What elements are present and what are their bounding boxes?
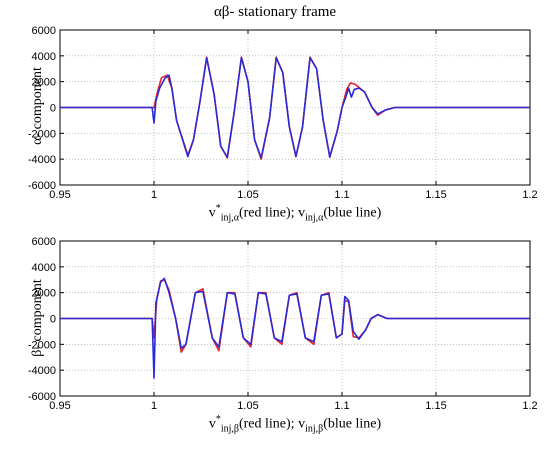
beta-xtick-label: 1.1	[334, 400, 349, 412]
beta-xtick-label: 1.2	[522, 400, 537, 412]
beta-xtick-label: 1	[151, 400, 157, 412]
alpha-ytick-label: -2000	[28, 128, 56, 140]
alpha-xtick-label: 1.2	[522, 189, 537, 201]
beta-ylabel: β- component	[30, 279, 45, 357]
beta-xtick-label: 0.95	[49, 400, 70, 412]
beta-ytick-label: 2000	[32, 288, 56, 300]
beta-ytick-label: 4000	[32, 262, 56, 274]
beta-xtick-label: 1.15	[425, 400, 446, 412]
beta-ytick-label: -6000	[28, 391, 56, 403]
alpha-measured-line	[60, 56, 530, 159]
alpha-ytick-label: 4000	[32, 51, 56, 63]
beta-ytick-label: -2000	[28, 339, 56, 351]
alpha-ytick-label: -6000	[28, 180, 56, 192]
alpha-ytick-label: 0	[50, 103, 56, 115]
beta-xtick-label: 1.05	[237, 400, 258, 412]
alpha-xtick-label: 1.1	[334, 189, 349, 201]
alpha-ytick-label: 2000	[32, 77, 56, 89]
alpha-xtick-label: 0.95	[49, 189, 70, 201]
alpha-ytick-label: 6000	[32, 25, 56, 37]
beta-measured-line	[60, 277, 530, 379]
figure-title: αβ- stationary frame	[213, 4, 337, 20]
beta-ytick-label: 6000	[32, 236, 56, 248]
beta-ytick-label: 0	[50, 314, 56, 326]
alpha-xtick-label: 1.05	[237, 189, 258, 201]
alpha-xlabel: v*inj,α(red line); vinj,α(blue line)	[208, 203, 382, 224]
alpha-xtick-label: 1	[151, 189, 157, 201]
alpha-ylabel: α- component	[30, 67, 45, 145]
alpha-ytick-label: -4000	[28, 154, 56, 166]
alpha-xtick-label: 1.15	[425, 189, 446, 201]
beta-xlabel: v*inj,β(red line); vinj,β(blue line)	[208, 414, 382, 435]
beta-ytick-label: -4000	[28, 365, 56, 377]
